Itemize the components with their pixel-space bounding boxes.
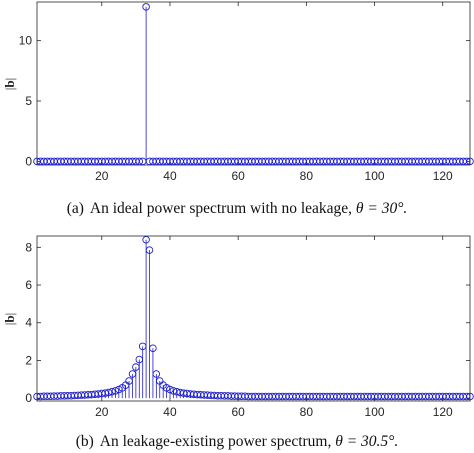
y-tick-label: 0 (25, 154, 32, 168)
stem-marker (135, 157, 144, 166)
stems-b (33, 236, 474, 401)
stem-marker (466, 157, 474, 166)
stem-marker (145, 246, 154, 254)
x-tick-label: 20 (95, 169, 109, 183)
x-tick-label: 20 (95, 405, 109, 419)
caption-a-text: An ideal power spectrum with no leakage, (90, 200, 356, 217)
panel-a: 20 40 60 80 100 120 0 5 10 |b| (a) An ideal power… (2, 1, 474, 217)
y-tick-label: 10 (19, 34, 33, 48)
y-tick-label: 5 (25, 94, 32, 108)
x-tick-label: 100 (365, 169, 385, 183)
caption-a-theta: θ = 30°. (356, 200, 407, 217)
x-tick-label: 120 (433, 169, 453, 183)
x-tick-label: 40 (163, 405, 177, 419)
caption-a: (a) An ideal power spectrum with no leaka… (67, 200, 408, 217)
x-tick-label: 120 (433, 405, 453, 419)
plot-area-a (36, 1, 471, 166)
y-tick-label: 4 (25, 316, 32, 330)
caption-b-theta: θ = 30.5°. (335, 433, 398, 450)
y-axis-label-b-bold: b (2, 315, 17, 322)
y-axis-label-a-pre: | (2, 88, 17, 91)
y-axis-label-a: |b| (2, 78, 17, 90)
caption-a-prefix: (a) (67, 200, 84, 217)
x-tick-label: 60 (231, 169, 245, 183)
stem-marker (142, 236, 150, 244)
stems-a (33, 3, 474, 166)
stem-marker (166, 385, 174, 394)
y-axis-label-b: |b| (2, 313, 17, 325)
y-tick-label: 0 (25, 391, 32, 405)
y-tick-label: 8 (25, 240, 32, 254)
stem-marker (173, 388, 181, 396)
panel-b: 20 40 60 80 100 120 0 2 4 6 8 |b| (b) An leakage-ex… (2, 235, 474, 450)
caption-b-prefix: (b) (76, 433, 94, 450)
stem-marker (152, 370, 161, 378)
stem-marker (466, 392, 474, 401)
stem-marker (162, 384, 171, 392)
stem-marker (169, 387, 178, 395)
stem-marker (149, 344, 157, 352)
stem-marker (462, 157, 471, 166)
y-axis-label-a-bold: b (2, 80, 17, 87)
y-axis-label-a-post: | (2, 78, 17, 81)
x-tick-label: 40 (163, 169, 177, 183)
caption-b-text: An leakage-existing power spectrum, (100, 433, 335, 450)
x-tick-label: 80 (300, 169, 314, 183)
y-tick-label: 2 (25, 353, 32, 367)
stem-marker (142, 3, 150, 11)
x-tick-label: 60 (231, 405, 245, 419)
ticks-b: 20 40 60 80 100 120 0 2 4 6 8 (25, 236, 470, 419)
plot-area-b (36, 235, 471, 402)
x-tick-label: 100 (365, 405, 385, 419)
y-axis-label-b-pre: | (2, 323, 17, 326)
y-axis-label-b-post: | (2, 313, 17, 316)
x-tick-label: 80 (300, 405, 314, 419)
caption-b: (b) An leakage-existing power spectrum, θ… (76, 433, 399, 450)
y-tick-label: 6 (25, 278, 32, 292)
